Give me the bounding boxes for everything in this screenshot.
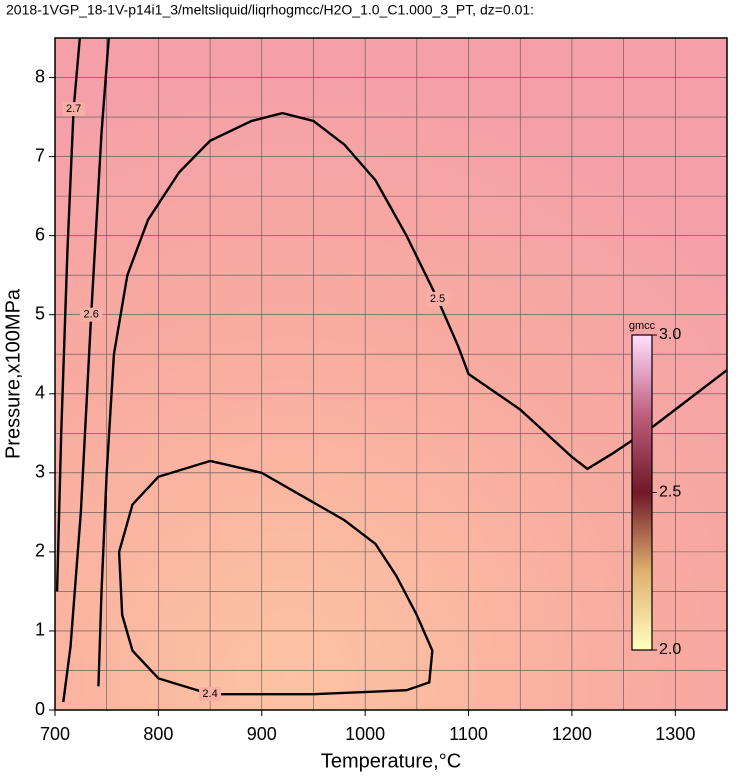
contour-line <box>62 37 110 703</box>
y-tick-label: 4 <box>35 383 45 403</box>
plot-frame <box>54 37 728 711</box>
x-axis-label: Temperature,°C <box>321 750 461 772</box>
x-tick-label: 1200 <box>552 724 592 744</box>
x-tick-label: 700 <box>40 724 70 744</box>
contour-label-bg <box>426 291 449 306</box>
contour-line <box>117 459 434 696</box>
contour-label-bg <box>62 102 85 117</box>
y-tick-label: 1 <box>35 620 45 640</box>
chart-title: 2018-1VGP_18-1V-p14i1_3/meltsliquid/liqr… <box>6 2 534 18</box>
y-tick-label: 3 <box>35 462 45 482</box>
x-tick-label: 900 <box>247 724 277 744</box>
y-tick-label: 0 <box>35 699 45 719</box>
y-tick-label: 6 <box>35 224 45 244</box>
contour-label: 2.6 <box>84 309 99 321</box>
x-tick-label: 1100 <box>449 724 488 744</box>
contour-label-bg <box>199 687 222 702</box>
colorbar-label: gmcc <box>629 320 656 332</box>
colorbar-tick-label: 3.0 <box>659 326 681 343</box>
y-axis-label: Pressure,x100MPa <box>2 288 24 459</box>
x-tick-label: 800 <box>143 724 173 744</box>
y-tick-label: 7 <box>35 145 45 165</box>
x-tick-label: 1000 <box>345 724 385 744</box>
plot-background <box>55 38 727 710</box>
contour-label: 2.7 <box>66 103 81 115</box>
y-tick-label: 8 <box>35 66 45 86</box>
contour-label: 2.5 <box>430 293 445 305</box>
colorbar <box>631 334 653 651</box>
colorbar-tick-label: 2.5 <box>659 484 681 501</box>
contour-line <box>55 37 82 592</box>
y-tick-label: 2 <box>35 541 45 561</box>
y-tick-label: 5 <box>35 303 45 323</box>
x-tick-label: 1300 <box>655 724 695 744</box>
colorbar-tick-label: 2.0 <box>659 641 681 658</box>
contour-label: 2.4 <box>202 688 217 700</box>
contour-label-bg <box>80 307 103 322</box>
contour-line <box>97 111 728 687</box>
